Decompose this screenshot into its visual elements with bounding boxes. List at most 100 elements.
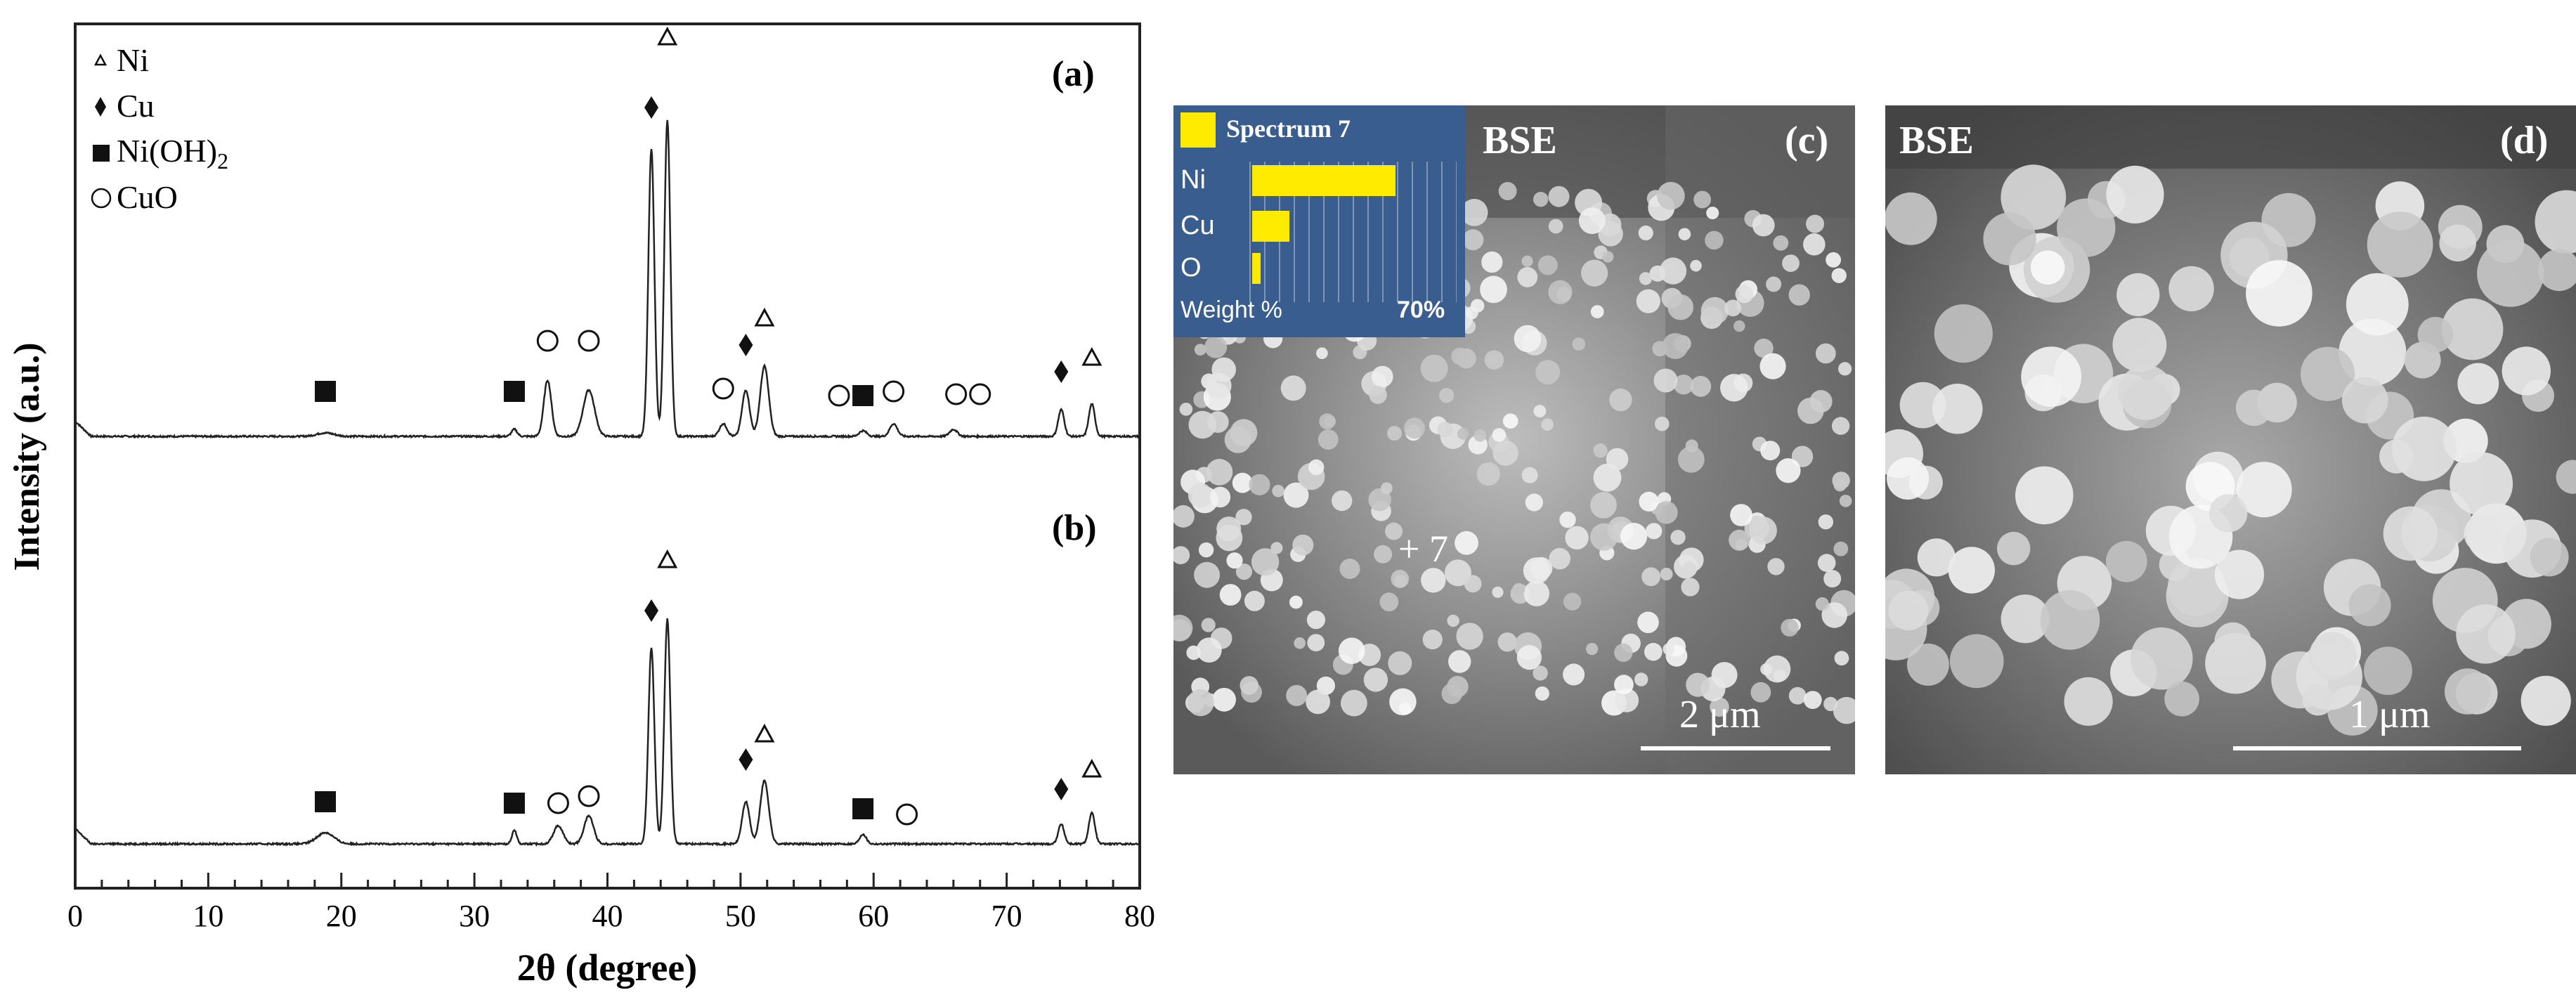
- particle: [1826, 252, 1841, 268]
- particle: [1447, 614, 1459, 627]
- particle: [1498, 182, 1517, 200]
- particle: [1481, 251, 1503, 273]
- particle: [1502, 413, 1518, 429]
- eds-axis-label: Weight %: [1180, 297, 1282, 323]
- legend-label-cu: Cu: [117, 88, 155, 124]
- particle: [2214, 549, 2265, 599]
- particle: [1646, 523, 1663, 540]
- legend-item-cuo: CuO: [91, 179, 178, 215]
- particle: [1385, 522, 1403, 540]
- particle: [1235, 509, 1252, 526]
- particle: [1803, 233, 1826, 256]
- particle: [1693, 190, 1711, 209]
- circle-icon: [969, 383, 991, 405]
- particle: [2105, 540, 2147, 583]
- eds-bar-cu: [1252, 211, 1289, 242]
- particle: [1565, 526, 1589, 549]
- plot-frame: [74, 22, 1141, 890]
- particle: [1700, 297, 1729, 325]
- particle: [1681, 561, 1697, 576]
- particle: [2441, 298, 2504, 360]
- particle: [1187, 689, 1214, 717]
- particle: [1638, 225, 1653, 241]
- particle: [1292, 534, 1314, 556]
- particle: [1404, 417, 1425, 439]
- particle: [1593, 463, 1622, 492]
- particle: [1763, 655, 1791, 683]
- particle: [2450, 452, 2513, 516]
- particle: [1209, 486, 1231, 508]
- particle: [2457, 363, 2499, 405]
- particle: [1422, 630, 1443, 650]
- particle: [1232, 472, 1253, 493]
- particle: [1581, 259, 1608, 287]
- diamond-icon: [739, 334, 753, 356]
- particle: [1548, 219, 1563, 234]
- particle: [1686, 672, 1710, 697]
- particle: [1833, 479, 1847, 492]
- particle: [2502, 346, 2551, 396]
- particle: [1677, 446, 1705, 473]
- particle: [1244, 590, 1265, 611]
- particle: [1806, 214, 1824, 233]
- particle: [1480, 275, 1507, 304]
- particle: [1797, 397, 1824, 424]
- particle: [1198, 542, 1214, 558]
- x-tick-label: 0: [67, 899, 83, 933]
- particle: [1759, 353, 1786, 379]
- particle: [1388, 651, 1412, 675]
- particle: [1533, 192, 1549, 207]
- particle: [2131, 627, 2193, 690]
- particle: [1817, 554, 1836, 572]
- particle: [1563, 592, 1582, 611]
- particle: [1815, 597, 1829, 611]
- particle: [1906, 643, 1949, 686]
- particle: [1706, 207, 1719, 220]
- particle: [1803, 691, 1822, 709]
- eds-bar-ni: [1252, 165, 1396, 196]
- particle: [1644, 642, 1663, 661]
- x-tick-label: 60: [858, 899, 889, 933]
- particle: [2535, 190, 2576, 254]
- x-tick-label: 70: [991, 899, 1022, 933]
- particle: [2530, 538, 2569, 577]
- particle: [1948, 547, 1995, 594]
- particle: [1206, 411, 1229, 433]
- particle: [1637, 611, 1659, 633]
- particle: [1634, 672, 1648, 687]
- square-icon: [852, 798, 874, 819]
- triangle-icon: [1081, 758, 1102, 778]
- particle: [1781, 618, 1799, 637]
- square-icon: [315, 381, 337, 402]
- particle: [1201, 618, 1216, 632]
- circle-icon: [712, 377, 734, 400]
- particle: [2209, 494, 2248, 533]
- diamond-icon: [644, 96, 658, 119]
- particle: [1578, 207, 1606, 235]
- particle: [2367, 212, 2433, 278]
- triangle-icon: [657, 26, 678, 46]
- particle: [1823, 570, 1842, 588]
- particle: [2030, 250, 2065, 285]
- particle: [1421, 568, 1446, 593]
- particle: [1710, 697, 1729, 717]
- particle: [1729, 529, 1750, 551]
- diamond-icon: [1054, 360, 1069, 383]
- scale-bar-label-d: 1 μm: [2349, 693, 2431, 736]
- particle: [2302, 684, 2334, 716]
- particle: [1593, 443, 1608, 458]
- particle: [1815, 343, 1836, 364]
- x-tick-label: 10: [193, 899, 223, 933]
- particle: [2445, 668, 2491, 715]
- particle: [1667, 294, 1693, 320]
- particle: [1492, 586, 1504, 598]
- square-icon: [93, 145, 110, 162]
- particle: [1559, 512, 1576, 528]
- particle: [1374, 545, 1393, 564]
- particle: [1492, 428, 1507, 442]
- particle: [1535, 360, 1561, 385]
- circle-icon: [536, 330, 559, 352]
- square-icon: [852, 385, 874, 406]
- particle: [2064, 677, 2113, 726]
- scale-bar-d: [2233, 746, 2521, 750]
